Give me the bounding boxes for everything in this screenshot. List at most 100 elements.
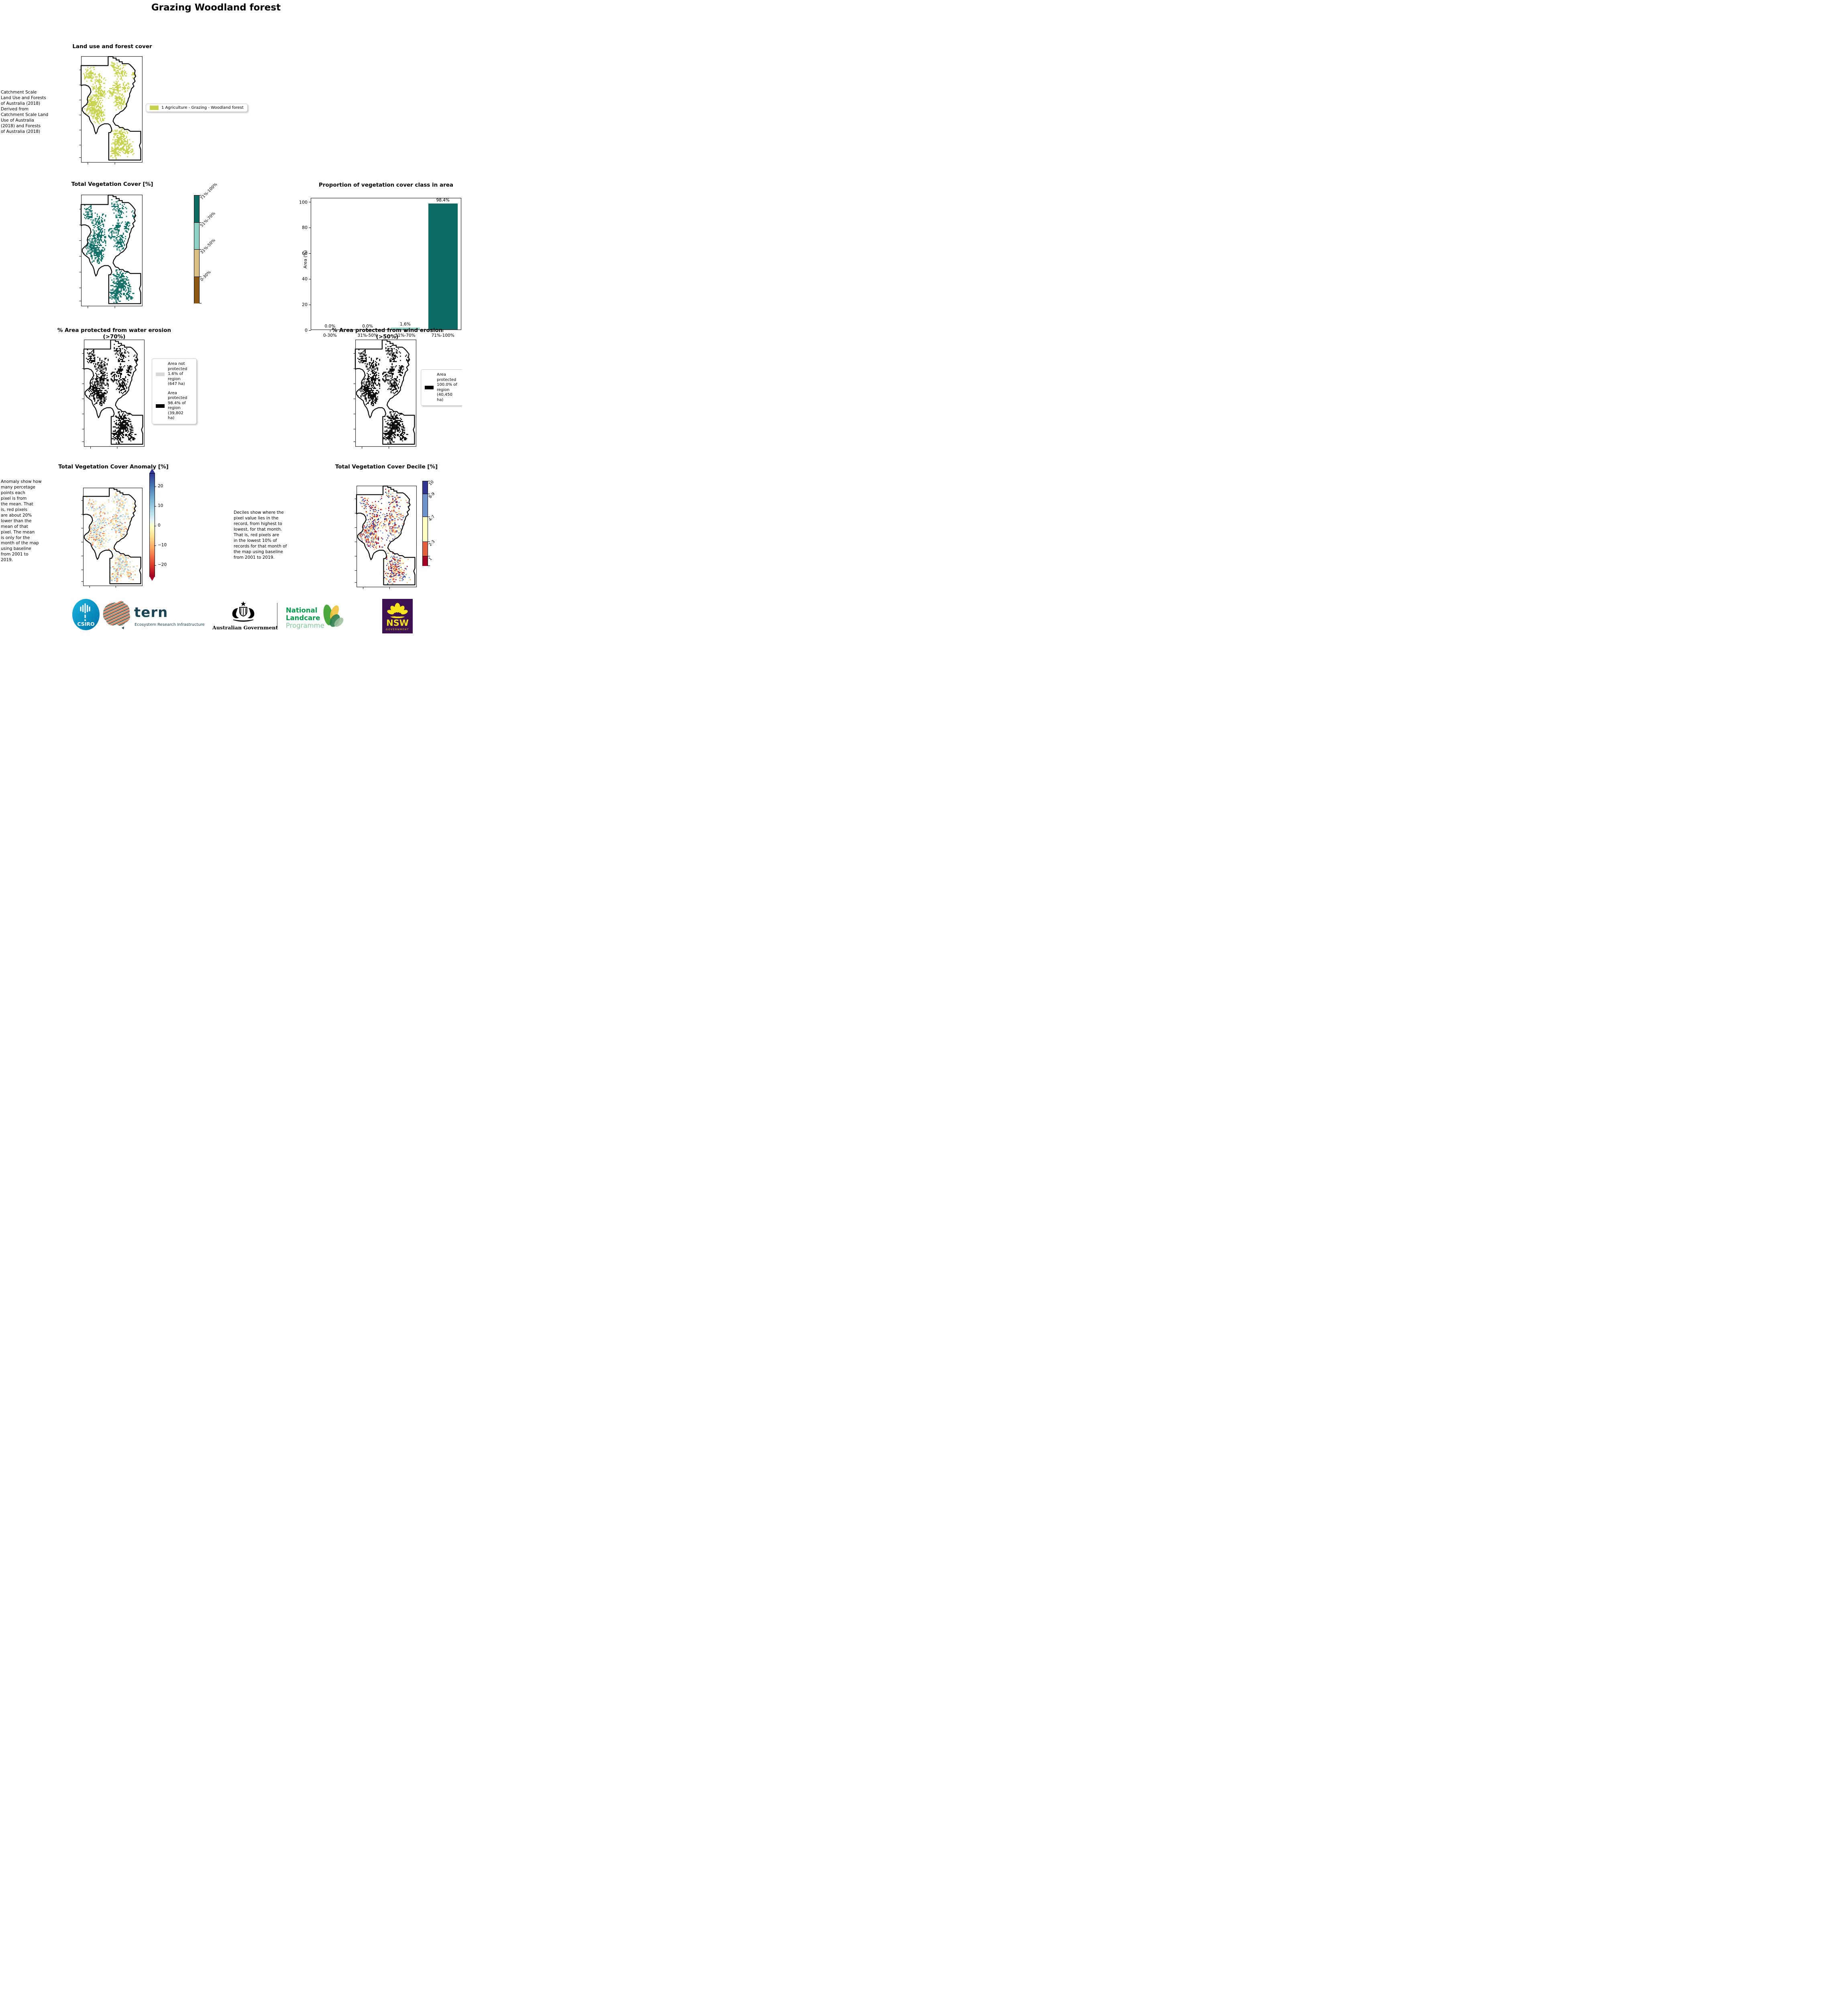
colorbar-tick xyxy=(200,249,202,250)
anomaly-colorbar-tick-label: 0 xyxy=(158,523,161,528)
nsw-waratah-icon xyxy=(387,603,408,618)
colorbar-segment xyxy=(194,249,200,277)
vegcover-bar-chart: 0 20 40 60 80 100 0.0% 0-30% 0.0% 31%-50% 1.6% 51%-… xyxy=(299,197,461,338)
legend-label: Area protected 100.0% of region (40,450 … xyxy=(437,372,457,402)
bar-value-label: 0.0% xyxy=(362,324,373,329)
wind-erosion-legend: Area protected 100.0% of region (40,450 … xyxy=(421,369,462,406)
vegcover-title: Total Vegetation Cover [%] xyxy=(71,181,153,187)
anomaly-colorbar: 20 10 0 −10 −20 xyxy=(149,468,167,582)
y-axis-tick-label: 100 xyxy=(299,199,308,205)
australian-government-crest-icon xyxy=(228,601,258,623)
csiro-logo: CSIRO xyxy=(72,598,100,631)
colorbar-tick-label: 4-7 xyxy=(428,514,436,523)
nlp-wordmark: National Landcare Programme xyxy=(286,607,324,630)
colorbar-tick-label: 1 xyxy=(428,556,433,562)
water-erosion-map xyxy=(84,340,145,447)
page-title: Grazing Woodland forest xyxy=(151,2,281,13)
colorbar-tick xyxy=(428,541,430,542)
anomaly-colorbar-up-arrow xyxy=(149,468,155,473)
decile-map xyxy=(357,486,417,587)
legend-entry: Area protected 98.4% of region (39,802 h… xyxy=(156,391,193,421)
anomaly-caption: Anomaly show how many percetage points e… xyxy=(1,479,42,563)
legend-swatch xyxy=(156,372,165,376)
chart-title: Proportion of vegetation cover class in … xyxy=(318,182,453,188)
csiro-circle-icon xyxy=(72,599,100,630)
water-erosion-title: % Area protected from water erosion (>70… xyxy=(57,327,171,340)
anomaly-colorbar-down-arrow xyxy=(149,576,155,581)
y-axis-tick xyxy=(309,330,311,331)
wind-erosion-title: % Area protected from wind erosion (>50%… xyxy=(332,327,443,340)
nsw-government-logo: NSW GOVERNMENT xyxy=(382,599,413,633)
colorbar-segment xyxy=(422,493,428,517)
nlp-line3: Programme xyxy=(286,621,324,629)
anomaly-colorbar-tick xyxy=(154,565,156,566)
australian-government-wordmark: Australian Government xyxy=(212,625,278,631)
landuse-caption: Catchment Scale Land Use and Forests of … xyxy=(1,90,49,134)
colorbar-tick xyxy=(200,222,202,223)
water-erosion-legend: Area not protected 1.6% of region (647 h… xyxy=(152,358,197,424)
landuse-legend: 1 Agriculture - Grazing - Woodland fores… xyxy=(146,104,248,112)
legend-swatch xyxy=(156,404,165,408)
landuse-title: Land use and forest cover xyxy=(72,43,152,50)
legend-entry: Area not protected 1.6% of region (647 h… xyxy=(156,362,193,387)
anomaly-title: Total Vegetation Cover Anomaly [%] xyxy=(58,464,169,470)
bar-value-label: 1.6% xyxy=(400,322,411,327)
colorbar-segment xyxy=(194,276,200,303)
colorbar-segment xyxy=(194,222,200,249)
colorbar-segment xyxy=(194,195,200,222)
y-axis-tick-label: 60 xyxy=(302,250,308,256)
nsw-subtitle: GOVERNMENT xyxy=(386,628,409,631)
legend-entry: Area protected 100.0% of region (40,450 … xyxy=(425,372,459,403)
tern-wordmark: tern xyxy=(134,605,168,621)
decile-colorbar: 10 8-9 4-7 2-3 1 xyxy=(422,480,436,566)
bar-51%-70% xyxy=(390,327,420,330)
nlp-line1: National xyxy=(286,607,318,614)
decile-title: Total Vegetation Cover Decile [%] xyxy=(335,464,438,470)
nlp-line2: Landcare xyxy=(286,614,320,622)
csiro-soundwave-icon xyxy=(80,603,90,621)
colorbar-tick-label: 8-9 xyxy=(428,491,436,499)
anomaly-colorbar-tick-label: 20 xyxy=(158,483,163,489)
report-page: Grazing Woodland forest Land use and for… xyxy=(0,0,462,634)
bar-71%-100% xyxy=(428,203,458,330)
chart-ylabel: Area (%) xyxy=(303,250,308,269)
y-axis-tick-label: 40 xyxy=(302,276,308,282)
wind-erosion-map xyxy=(355,340,416,447)
colorbar-tick-label: 71%-100% xyxy=(200,182,218,201)
tern-australia-icon xyxy=(99,599,132,632)
anomaly-colorbar-tick-label: −10 xyxy=(158,543,167,548)
colorbar-tick-label: 51%-70% xyxy=(200,211,216,228)
nlp-leaf-icon xyxy=(321,602,344,630)
y-axis-tick-label: 0 xyxy=(305,328,308,333)
colorbar-tick-label: 2-3 xyxy=(428,539,436,547)
vegcover-colorbar: 71%-100% 51%-70% 31%-50% 0-30% xyxy=(194,182,218,303)
anomaly-colorbar-tick-label: −20 xyxy=(158,562,167,568)
legend-label: Area not protected 1.6% of region (647 h… xyxy=(168,362,187,386)
csiro-wordmark: CSIRO xyxy=(77,621,94,627)
colorbar-tick-label: 31%-50% xyxy=(200,238,216,255)
tern-subtitle: Ecosystem Research Infrastructure xyxy=(134,623,205,627)
nsw-wordmark: NSW xyxy=(386,618,409,628)
anomaly-colorbar-gradient xyxy=(149,473,155,577)
anomaly-map xyxy=(83,488,143,586)
decile-caption: Deciles show where the pixel value lies … xyxy=(234,510,287,560)
colorbar-segment xyxy=(422,481,428,494)
landuse-map xyxy=(81,56,143,163)
colorbar-segment xyxy=(422,556,428,566)
colorbar-tick-label: 0-30% xyxy=(200,269,212,282)
anomaly-colorbar-tick xyxy=(154,506,156,507)
bar-value-label: 0.0% xyxy=(324,324,336,329)
x-axis-tick-label: 0-30% xyxy=(323,333,337,338)
y-axis-tick-label: 20 xyxy=(302,302,308,307)
bar-value-label: 98.4% xyxy=(436,197,450,203)
colorbar-segment xyxy=(422,517,428,541)
legend-swatch xyxy=(425,386,434,389)
y-axis-tick-label: 80 xyxy=(302,225,308,230)
x-axis-tick-label: 51%-70% xyxy=(395,333,416,338)
vegcover-map xyxy=(81,195,143,306)
landuse-legend-swatch xyxy=(150,106,159,110)
y-axis-tick xyxy=(309,253,311,254)
x-axis-tick-label: 71%-100% xyxy=(431,333,454,338)
anomaly-colorbar-tick-label: 10 xyxy=(158,503,163,508)
anomaly-colorbar-tick xyxy=(154,486,156,487)
